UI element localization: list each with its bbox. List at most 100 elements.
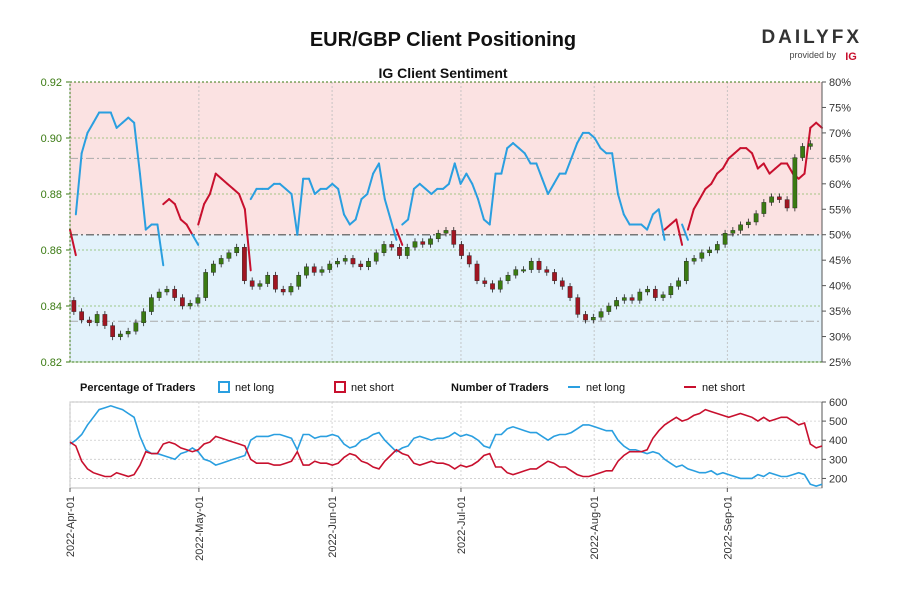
net-long-line-segment bbox=[651, 208, 660, 216]
net-long-line-segment bbox=[331, 182, 340, 190]
pct-tick-label: 30% bbox=[829, 332, 851, 344]
net-short-line-segment bbox=[663, 223, 672, 231]
net-long-line-segment bbox=[325, 182, 334, 190]
candle-down bbox=[242, 246, 247, 281]
net-long-line-segment bbox=[564, 157, 573, 175]
candle-up bbox=[319, 269, 325, 273]
net-short-line-segment bbox=[226, 182, 235, 190]
candle-down bbox=[110, 325, 115, 338]
net-long-line-segment bbox=[646, 213, 654, 231]
candle-up bbox=[645, 289, 650, 293]
candle-down bbox=[629, 297, 635, 301]
legend: Percentage of Traders net long net short… bbox=[80, 381, 745, 394]
x-axis: 2022-Apr-01 2022-May-01 2022-Jun-01 2022-Ju… bbox=[65, 488, 734, 561]
net-short-line-segment bbox=[214, 172, 223, 180]
candle-up bbox=[373, 252, 379, 262]
net-long-line-segment bbox=[681, 223, 689, 241]
candle-up bbox=[265, 275, 271, 284]
candle-down bbox=[490, 283, 495, 290]
candle-up bbox=[800, 146, 805, 158]
net-short-line-segment bbox=[803, 126, 812, 175]
net-long-line-segment bbox=[535, 162, 544, 180]
net-long-line-segment bbox=[313, 187, 322, 195]
candle-up bbox=[808, 143, 813, 147]
net-short-line-segment bbox=[809, 121, 818, 129]
net-long-line-segment bbox=[401, 218, 410, 226]
candle-up bbox=[497, 280, 503, 290]
candle-up bbox=[746, 221, 751, 225]
candle-down bbox=[652, 289, 658, 298]
candle-up bbox=[94, 314, 100, 323]
candle-up bbox=[715, 244, 720, 251]
net-short-line-segment bbox=[686, 208, 695, 231]
candle-down bbox=[575, 297, 581, 315]
net-short-line-segment bbox=[756, 162, 765, 170]
net-long-line-segment bbox=[284, 187, 293, 195]
candle-up bbox=[722, 232, 728, 245]
candle-up bbox=[404, 246, 410, 256]
net-long-line-segment bbox=[366, 172, 375, 195]
candle-up bbox=[133, 322, 139, 332]
candle-up bbox=[676, 280, 681, 287]
net-short-line-segment bbox=[733, 147, 742, 155]
x-tick-label: 2022-Jun-01 bbox=[327, 496, 339, 558]
net-long-line-segment bbox=[442, 182, 450, 190]
legend-num-label: Number of Traders bbox=[451, 382, 549, 394]
net-long-line-segment bbox=[121, 116, 130, 124]
net-long-line-segment bbox=[611, 152, 619, 195]
net-long-line-segment bbox=[296, 177, 305, 236]
sub-plot-frame bbox=[69, 401, 823, 489]
pct-tick-label: 50% bbox=[829, 230, 851, 242]
net-long-line-segment bbox=[576, 131, 584, 145]
count-tick-label: 300 bbox=[829, 454, 847, 466]
sub-plot-area: 200 300 400 500 600 bbox=[69, 397, 847, 489]
count-net-long-line bbox=[69, 404, 823, 487]
net-long-line-segment bbox=[447, 162, 456, 185]
net-short-line-segment bbox=[669, 218, 678, 226]
brand-tagline: provided by bbox=[789, 50, 836, 60]
candle-up bbox=[226, 252, 232, 259]
candle-down bbox=[777, 196, 782, 200]
net-short-line-segment bbox=[162, 198, 171, 206]
candle-down bbox=[389, 244, 395, 248]
net-short-line-segment bbox=[179, 218, 188, 226]
net-short-line-segment bbox=[197, 203, 206, 226]
net-long-line-segment bbox=[640, 223, 649, 231]
net-long-line-segment bbox=[389, 218, 398, 241]
candle-down bbox=[79, 311, 84, 321]
net-short-line-segment bbox=[745, 147, 754, 155]
legend-num-long-label: net long bbox=[586, 382, 625, 394]
candle-up bbox=[668, 286, 674, 295]
net-long-line-segment bbox=[308, 177, 316, 195]
candle-down bbox=[451, 230, 457, 245]
candle-up bbox=[621, 297, 627, 301]
pct-tick-label: 45% bbox=[829, 255, 851, 267]
net-long-line-segment bbox=[657, 208, 666, 241]
main-plot-area: 0.82 0.84 0.86 0.88 0.90 0.92 25% 30% 35% 40% 45% 5… bbox=[41, 77, 852, 369]
net-long-line-segment bbox=[459, 172, 468, 185]
candle-up bbox=[521, 269, 526, 272]
brand-provider: IG bbox=[845, 51, 857, 63]
candle-down bbox=[474, 263, 480, 281]
net-long-line-segment bbox=[488, 172, 497, 226]
candle-down bbox=[544, 269, 550, 273]
net-short-line-segment bbox=[815, 121, 823, 129]
net-short-line-segment bbox=[232, 187, 241, 195]
count-tick-label: 200 bbox=[829, 473, 847, 485]
net-short-line-segment bbox=[704, 182, 713, 190]
candle-down bbox=[87, 319, 92, 323]
net-short-line-segment bbox=[721, 157, 730, 170]
net-long-line-segment bbox=[278, 182, 287, 190]
candle-up bbox=[428, 238, 433, 245]
net-short-line-segment bbox=[168, 198, 176, 206]
candle-up bbox=[598, 311, 604, 318]
candle-up bbox=[528, 261, 534, 270]
candle-up bbox=[699, 252, 705, 259]
net-long-line-segment bbox=[523, 152, 532, 165]
net-long-line-segment bbox=[109, 111, 118, 129]
net-long-line-segment bbox=[372, 162, 380, 175]
candle-up bbox=[691, 258, 697, 262]
price-tick-label: 0.88 bbox=[41, 189, 62, 201]
candle-down bbox=[180, 297, 185, 307]
candle-up bbox=[118, 333, 123, 337]
